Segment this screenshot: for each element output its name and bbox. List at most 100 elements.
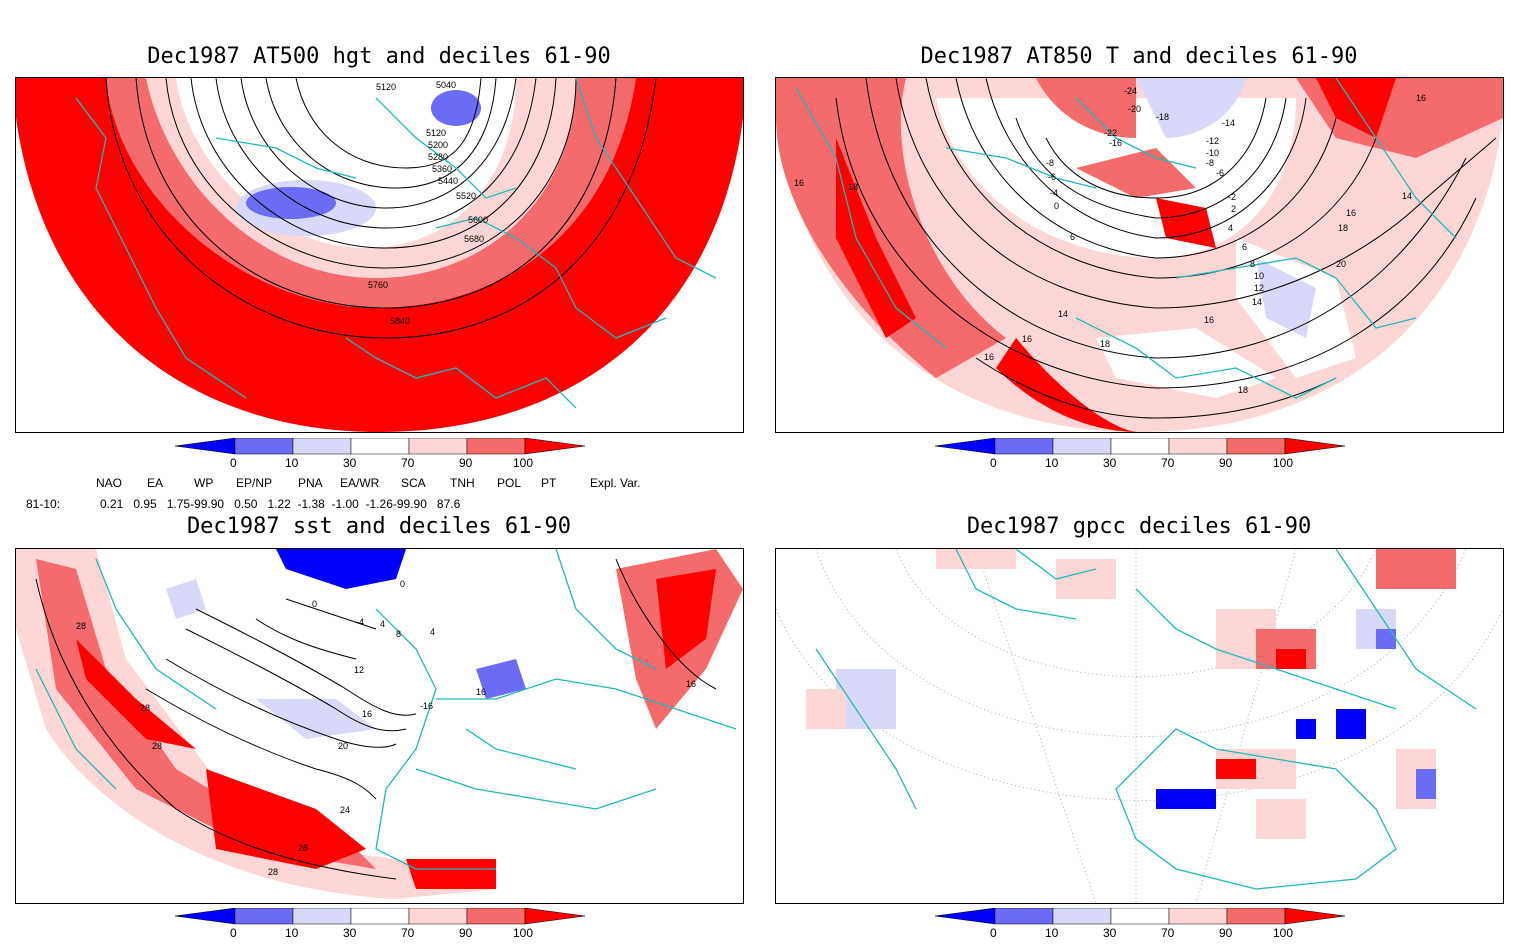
coastlines <box>815 549 1477 890</box>
colorbar-label: 100 <box>1273 926 1294 940</box>
colorbar-bottom-right: 0 10 30 70 90 100 <box>934 907 1346 940</box>
index-header: PT <box>541 476 557 490</box>
contour-label: -6 <box>1048 172 1056 182</box>
contour-label: -12 <box>1206 136 1219 146</box>
contour-label: 10 <box>1254 271 1264 281</box>
contour-label: 28 <box>268 867 278 877</box>
contour-label: 4 <box>430 627 435 637</box>
contour-labels: 5040 5120 5120 5200 5280 5360 5440 5520 … <box>368 80 488 326</box>
contour-label: 16 <box>794 178 804 188</box>
contour-label: 5760 <box>368 280 388 290</box>
contour-label: 5280 <box>428 152 448 162</box>
graticule <box>776 549 1503 903</box>
map-sst: 0 0 -4 4 8 4 12 16 20 24 28 28 28 28 28 … <box>15 548 744 904</box>
contour-label: -4 <box>1050 188 1058 198</box>
contour-label: 5120 <box>426 128 446 138</box>
colorbar-swatches <box>174 437 586 455</box>
teleconnection-index-table: NAO EA WP EP/NP PNA EA/WR SCA TNH POL PT… <box>0 476 700 516</box>
contour-label: 16 <box>1022 334 1032 344</box>
index-header: NAO <box>96 476 123 490</box>
contour-label: -6 <box>1216 168 1224 178</box>
colorbar-label: 90 <box>1219 456 1233 470</box>
contour-label: 16 <box>476 687 486 697</box>
contour-label: 14 <box>1058 309 1068 319</box>
contour-label: 28 <box>76 621 86 631</box>
index-header: SCA <box>401 476 426 490</box>
colorbar-label: 90 <box>1219 926 1233 940</box>
contour-label: -2 <box>1228 192 1236 202</box>
contour-label: -24 <box>1124 86 1137 96</box>
colorbar-label: 70 <box>401 456 415 470</box>
contour-label: 6 <box>1242 242 1247 252</box>
contour-label: 2 <box>1231 204 1236 214</box>
contour-label: 5680 <box>464 234 484 244</box>
temperature-contours <box>835 78 1497 419</box>
contour-label: 16 <box>1346 208 1356 218</box>
colorbar-label: 0 <box>990 926 997 940</box>
panel-title-gpcc: Dec1987 gpcc deciles 61-90 <box>966 514 1312 539</box>
contour-label: 12 <box>1254 283 1264 293</box>
colorbar-label: 30 <box>1103 456 1117 470</box>
colorbar-swatches <box>934 437 1346 455</box>
colorbar-label: 100 <box>513 926 534 940</box>
coastlines <box>35 549 737 870</box>
contour-label: -22 <box>1104 128 1117 138</box>
colorbar-label: 100 <box>513 456 534 470</box>
contour-label: -8 <box>1046 158 1054 168</box>
contour-label: 28 <box>152 741 162 751</box>
contour-label: -8 <box>1206 158 1214 168</box>
contour-label: 16 <box>362 709 372 719</box>
contour-label: 12 <box>354 665 364 675</box>
index-header: EP/NP <box>236 476 273 490</box>
contour-label: -20 <box>1128 104 1141 114</box>
contour-label: 5200 <box>428 140 448 150</box>
index-header: EA <box>147 476 164 490</box>
contour-label: 5120 <box>376 82 396 92</box>
map-hgt500: 5040 5120 5120 5200 5280 5360 5440 5520 … <box>15 77 744 433</box>
contour-label: 0 <box>312 599 317 609</box>
colorbar-label: 70 <box>1161 456 1175 470</box>
contour-label: 28 <box>140 703 150 713</box>
colorbar-swatches <box>934 907 1346 925</box>
sst-contours <box>35 558 717 880</box>
contour-label: 5520 <box>456 191 476 201</box>
contour-label: 16 <box>1416 93 1426 103</box>
contour-label: -18 <box>1156 112 1169 122</box>
contour-label: 16 <box>686 679 696 689</box>
height-contours <box>105 78 657 339</box>
index-values: 0.21 0.95 1.75-99.90 0.50 1.22 -1.38 -1.… <box>100 497 461 511</box>
contour-label: 16 <box>1204 315 1214 325</box>
contour-label: -16 <box>420 701 433 711</box>
map-t850: -24 -20 -18 -22 -16 -14 -12 -10 -8 -6 -8… <box>775 77 1504 433</box>
colorbar-label: 10 <box>285 926 299 940</box>
contour-label: 18 <box>1100 339 1110 349</box>
contour-label: 20 <box>1336 259 1346 269</box>
index-header: WP <box>194 476 214 490</box>
colorbar-label: 70 <box>401 926 415 940</box>
contour-label: 5440 <box>438 176 458 186</box>
contour-label: 4 <box>380 619 385 629</box>
colorbar-label: 0 <box>230 926 237 940</box>
contour-label: 5840 <box>390 316 410 326</box>
decile-shading <box>806 549 1456 839</box>
contour-label: 8 <box>396 629 401 639</box>
contour-label: 24 <box>340 805 350 815</box>
contour-label: -16 <box>1109 138 1122 148</box>
colorbar-label: 90 <box>459 926 473 940</box>
contour-label: -4 <box>356 617 364 627</box>
panel-title-hgt500: Dec1987 AT500 hgt and deciles 61-90 <box>147 44 611 69</box>
contour-label: 18 <box>848 182 858 192</box>
colorbar-label: 90 <box>459 456 473 470</box>
map-gpcc <box>775 548 1504 904</box>
contour-label: -14 <box>1222 118 1235 128</box>
contour-label: 20 <box>338 741 348 751</box>
colorbar-top-right: 0 10 30 70 90 100 <box>934 437 1346 472</box>
colorbar-label: 0 <box>990 456 997 470</box>
contour-label: 5360 <box>432 164 452 174</box>
contour-label: 4 <box>1228 223 1233 233</box>
panel-title-t850: Dec1987 AT850 T and deciles 61-90 <box>920 44 1358 69</box>
colorbar-label: 30 <box>343 926 357 940</box>
index-header: PNA <box>298 476 323 490</box>
contour-labels: 0 0 -4 4 8 4 12 16 20 24 28 28 28 28 28 … <box>76 579 696 877</box>
colorbar-label: 30 <box>1103 926 1117 940</box>
